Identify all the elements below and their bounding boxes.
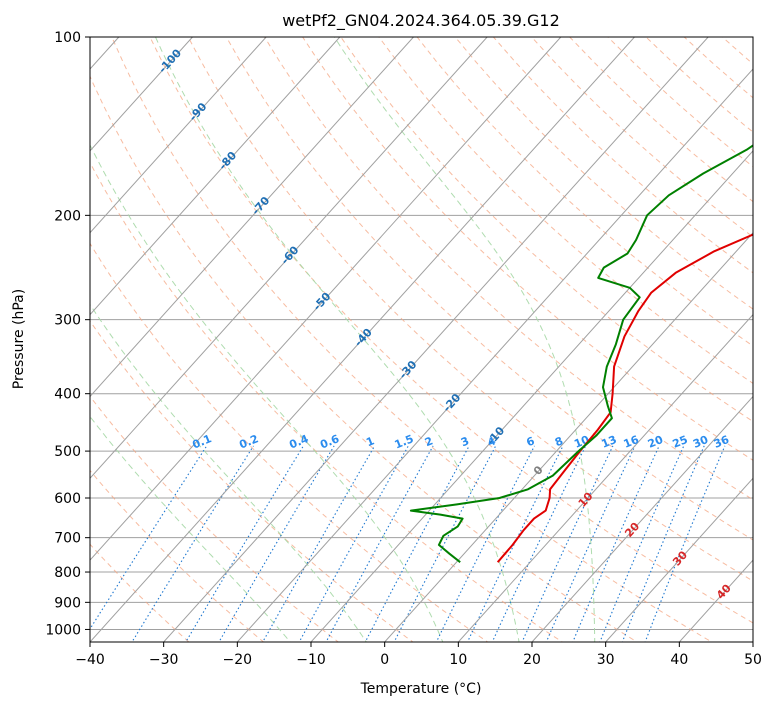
- x-tick-label: 0: [380, 652, 389, 668]
- x-tick-label: 30: [597, 652, 615, 668]
- mixing-ratio-label: 10: [572, 433, 591, 451]
- mixing-ratio-line: [491, 445, 587, 642]
- y-axis-label: Pressure (hPa): [11, 289, 27, 389]
- mixing-ratio-label: 30: [691, 433, 710, 451]
- mixing-ratio-label: 8: [553, 434, 565, 449]
- mixing-ratio-label: 2: [423, 434, 435, 449]
- y-tick-label: 1000: [45, 622, 81, 638]
- moist-adiabat: [90, 143, 444, 642]
- x-tick-label: 20: [523, 652, 541, 668]
- mixing-ratio-line: [325, 445, 434, 642]
- mixing-ratio-line: [466, 445, 564, 642]
- mixing-ratio-label: 1: [364, 434, 376, 449]
- isotherm: [90, 37, 414, 398]
- x-tick-label: 40: [670, 652, 688, 668]
- y-tick-label: 200: [54, 208, 81, 224]
- dry-adiabat: [90, 543, 190, 642]
- isotherm: [90, 37, 488, 480]
- dry-adiabat: [225, 37, 753, 541]
- dry-adiabat: [90, 161, 564, 642]
- mixing-ratio-label: 13: [600, 433, 619, 451]
- isotherm: [310, 150, 753, 642]
- isotherm: [236, 68, 753, 642]
- chart-title: wetPf2_GN04.2024.364.05.39.G12: [282, 11, 560, 31]
- isotherm: [90, 37, 267, 234]
- dry-adiabat: [90, 242, 489, 642]
- y-tick-label: 100: [54, 30, 81, 46]
- y-tick-label: 300: [54, 313, 81, 329]
- isotherm: [90, 37, 341, 316]
- dewpoint-profile: [409, 144, 753, 563]
- x-tick-label: −20: [223, 652, 253, 668]
- x-tick-label: 10: [449, 652, 467, 668]
- mixing-ratio-label: 36: [712, 433, 731, 451]
- mixing-ratio-label: 25: [671, 433, 690, 451]
- y-axis: 1000 900 800 700 600 500 400 300 200 100: [45, 30, 90, 638]
- y-tick-label: 700: [54, 531, 81, 547]
- isotherm: [457, 313, 753, 642]
- x-axis: −40 −30 −20 −10 0 10 20 30 40 50: [75, 642, 762, 668]
- x-tick-label: −10: [296, 652, 326, 668]
- y-tick-label: 400: [54, 387, 81, 403]
- mixing-ratio-line: [90, 445, 208, 630]
- y-tick-label: 800: [54, 565, 81, 581]
- dry-adiabat: [454, 37, 753, 310]
- moist-adiabat: [90, 303, 367, 642]
- dry-adiabat: [302, 37, 753, 461]
- y-tick-label: 500: [54, 444, 81, 460]
- y-tick-label: 600: [54, 491, 81, 507]
- isotherm: [163, 37, 709, 642]
- plot-frame: [89, 36, 754, 643]
- dry-adiabat: [187, 37, 753, 582]
- dry-adiabat: [378, 37, 753, 385]
- temperature-profile: [496, 233, 753, 563]
- dry-adiabat: [90, 469, 265, 642]
- mixing-ratio-label: 20: [646, 433, 665, 451]
- mixing-ratio-label: 3: [459, 434, 471, 449]
- mixing-ratio-line: [621, 445, 705, 642]
- isotherm: [605, 477, 753, 642]
- moist-adiabat: [155, 37, 520, 642]
- dry-adiabat: [263, 37, 753, 501]
- isotherm: [90, 37, 562, 561]
- isotherm: [531, 395, 753, 642]
- profiles: [409, 144, 753, 563]
- mixing-ratio-line: [599, 445, 685, 642]
- x-tick-label: −30: [149, 652, 179, 668]
- isotherm: [90, 37, 193, 152]
- moist-adiabat: [90, 415, 291, 642]
- mixing-ratio-line: [262, 445, 376, 642]
- mixing-ratio-line: [364, 445, 470, 642]
- dry-adiabat: [90, 395, 340, 642]
- x-axis-label: Temperature (°C): [360, 681, 482, 697]
- y-tick-label: 900: [54, 595, 81, 611]
- mixing-ratio-line: [435, 445, 535, 642]
- isotherm: [384, 231, 753, 642]
- mixing-ratio-label: 16: [622, 433, 641, 451]
- dry-adiabat: [111, 37, 713, 642]
- dry-adiabat: [90, 320, 414, 642]
- isotherm: [90, 37, 635, 642]
- x-tick-label: −40: [75, 652, 105, 668]
- mixing-ratio-line: [218, 445, 335, 642]
- background-lines: [90, 37, 753, 642]
- moist-adiabat: [333, 37, 596, 642]
- x-tick-label: 50: [744, 652, 762, 668]
- mixing-ratio-line: [131, 445, 254, 642]
- mixing-ratio-line: [298, 445, 409, 642]
